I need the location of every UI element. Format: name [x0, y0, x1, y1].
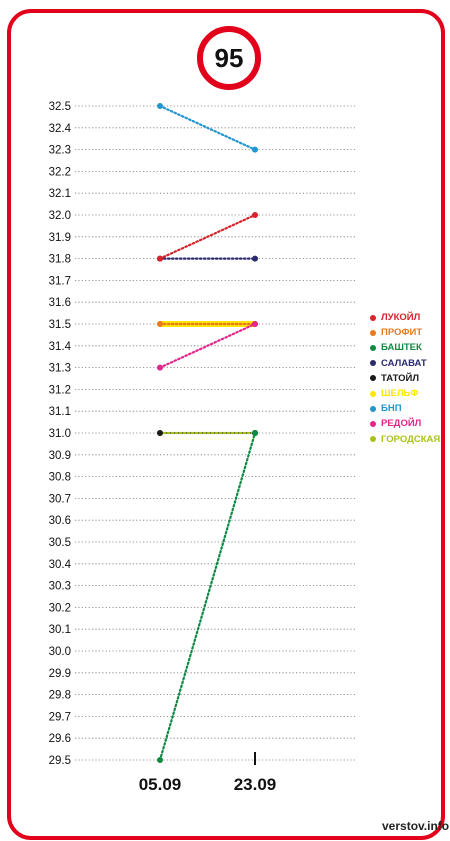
- legend-item: ШЕЛЬФ: [370, 386, 440, 401]
- y-tick-label: 30.3: [49, 581, 71, 593]
- octane-badge: 95: [197, 26, 261, 90]
- series-line-ЛУКОЙЛ: [158, 213, 257, 260]
- data-point-САЛАВАТ: [252, 255, 258, 262]
- legend-item: БНП: [370, 401, 440, 416]
- legend-dot: [370, 420, 376, 427]
- data-point-ПРОФИТ: [157, 321, 163, 327]
- legend-label: ГОРОДСКАЯ: [381, 433, 441, 445]
- legend-dot: [370, 360, 376, 367]
- data-point-РЕДОЙЛ: [157, 364, 163, 371]
- y-tick-label: 31.8: [49, 254, 71, 266]
- legend-label: ПРОФИТ: [381, 327, 423, 339]
- legend-label: БНП: [381, 403, 402, 415]
- watermark: verstov.info: [382, 819, 450, 833]
- legend-label: ЛУКОЙЛ: [381, 312, 421, 324]
- y-tick-label: 31.2: [49, 384, 71, 396]
- y-tick-label: 32.1: [49, 188, 71, 200]
- data-point-БАШТЕК: [157, 757, 163, 763]
- data-point-РЕДОЙЛ: [252, 321, 258, 327]
- y-tick-label: 30.7: [49, 493, 71, 505]
- legend-label: РЕДОЙЛ: [381, 418, 422, 430]
- y-tick-label: 32.4: [49, 123, 72, 135]
- legend: ЛУКОЙЛ ПРОФИТ БАШТЕК САЛАВАТ ТАТОЙЛ ШЕЛЬФ БНП Р…: [370, 310, 440, 447]
- legend-item: ПРОФИТ: [370, 325, 440, 340]
- data-point-БНП: [252, 146, 258, 153]
- y-tick-label: 30.1: [49, 624, 71, 636]
- legend-label: САЛАВАТ: [381, 357, 427, 369]
- legend-item: БАШТЕК: [370, 340, 440, 355]
- y-tick-label: 30.6: [49, 515, 71, 527]
- x-axis: 05.09 23.09: [139, 752, 277, 794]
- legend-dot: [370, 344, 376, 351]
- series-line-РЕДОЙЛ: [158, 322, 257, 369]
- legend-item: ЛУКОЙЛ: [370, 310, 440, 325]
- y-tick-label: 30.8: [49, 472, 71, 484]
- y-tick-label: 32.5: [49, 101, 71, 113]
- series-line-БАШТЕК: [158, 431, 257, 762]
- x-tick-label: 05.09: [139, 775, 182, 794]
- legend-label: ШЕЛЬФ: [381, 388, 419, 400]
- legend-dot: [370, 390, 376, 397]
- legend-label: ТАТОЙЛ: [381, 372, 420, 384]
- y-tick-label: 29.7: [49, 711, 71, 723]
- data-point-ЛУКОЙЛ: [252, 212, 258, 218]
- legend-item: РЕДОЙЛ: [370, 416, 440, 431]
- y-tick-label: 32.2: [49, 166, 71, 178]
- y-tick-label: 31.5: [49, 319, 71, 331]
- legend-item: ТАТОЙЛ: [370, 371, 440, 386]
- y-tick-label: 31.1: [49, 406, 71, 418]
- series-lines: [158, 104, 257, 762]
- legend-dot: [370, 329, 376, 336]
- y-tick-label: 29.5: [49, 755, 71, 767]
- legend-dot: [370, 314, 376, 321]
- y-tick-label: 32.0: [49, 210, 71, 222]
- data-point-ЛУКОЙЛ: [157, 255, 163, 262]
- data-point-ТАТОЙЛ: [157, 430, 163, 436]
- legend-item: ГОРОДСКАЯ: [370, 432, 440, 447]
- legend-dot: [370, 405, 376, 412]
- y-tick-label: 29.6: [49, 733, 71, 745]
- y-tick-label: 31.3: [49, 363, 71, 375]
- y-tick-label: 31.0: [49, 428, 71, 440]
- y-tick-label: 29.9: [49, 668, 71, 680]
- legend-label: БАШТЕК: [381, 342, 422, 354]
- y-tick-label: 31.7: [49, 275, 71, 287]
- y-tick-label: 32.3: [49, 145, 71, 157]
- x-tick-label: 23.09: [234, 775, 277, 794]
- y-tick-label: 31.4: [49, 341, 72, 353]
- y-tick-label: 29.8: [49, 690, 71, 702]
- series-points: [157, 103, 258, 763]
- legend-dot: [370, 436, 376, 443]
- y-tick-label: 30.5: [49, 537, 71, 549]
- y-tick-label: 30.4: [49, 559, 72, 571]
- y-axis: 32.5 32.4 32.3 32.2 32.1 32.0 31.9 31.8 31.7 31.6…: [49, 101, 72, 767]
- grid: [75, 105, 355, 761]
- data-point-БНП: [157, 103, 163, 109]
- data-point-БАШТЕК: [252, 430, 258, 436]
- series-line-БНП: [158, 104, 257, 151]
- y-tick-label: 30.2: [49, 602, 71, 614]
- y-tick-label: 31.9: [49, 232, 71, 244]
- legend-dot: [370, 375, 376, 382]
- y-tick-label: 30.0: [49, 646, 71, 658]
- y-tick-label: 30.9: [49, 450, 71, 462]
- y-tick-label: 31.6: [49, 297, 71, 309]
- legend-item: САЛАВАТ: [370, 356, 440, 371]
